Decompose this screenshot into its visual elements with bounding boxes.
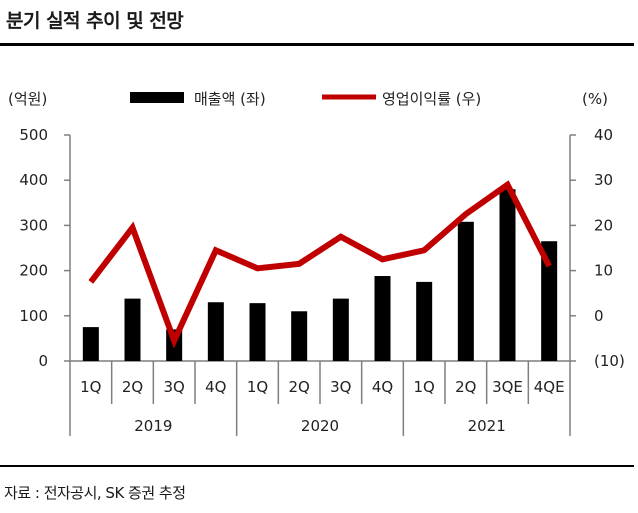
- category-label: 3Q: [163, 378, 184, 396]
- legend-bar-label: 매출액 (좌): [194, 90, 266, 108]
- bottom-rule: [0, 465, 634, 467]
- bar-sales: [291, 311, 308, 361]
- bar-sales: [499, 189, 516, 361]
- top-rule: [0, 43, 634, 46]
- bar-sales: [374, 276, 391, 361]
- right-tick-label: 40: [594, 126, 613, 144]
- bar-sales: [332, 298, 349, 361]
- left-tick-label: 500: [19, 126, 48, 144]
- legend-bar-swatch: [130, 92, 184, 103]
- margin-series-line: [88, 180, 552, 349]
- category-label: 2Q: [288, 378, 309, 396]
- left-tick-label: 200: [19, 262, 48, 280]
- chart-title: 분기 실적 추이 및 전망: [6, 10, 184, 32]
- left-tick-label: 300: [19, 216, 48, 234]
- category-label: 4Q: [372, 378, 393, 396]
- bar-sales: [457, 221, 474, 361]
- right-tick-label: 0: [594, 307, 604, 325]
- year-label: 2020: [301, 417, 339, 435]
- bar-sales: [541, 241, 558, 361]
- source-note: 자료 : 전자공시, SK 증권 추정: [4, 484, 186, 502]
- right-tick-label: 30: [594, 171, 613, 189]
- legend-line-label: 영업이익률 (우): [382, 90, 481, 108]
- category-label: 4QE: [534, 378, 565, 396]
- category-label: 3Q: [330, 378, 351, 396]
- right-tick-label: 20: [594, 216, 613, 234]
- year-label: 2019: [134, 417, 172, 435]
- bar-sales: [124, 298, 141, 361]
- bar-sales: [82, 327, 99, 361]
- left-tick-label: 400: [19, 171, 48, 189]
- bar-sales: [207, 302, 224, 361]
- year-label: 2021: [468, 417, 506, 435]
- category-label: 3QE: [492, 378, 523, 396]
- margin-line: [88, 180, 552, 349]
- category-label: 1Q: [247, 378, 268, 396]
- left-tick-label: 100: [19, 307, 48, 325]
- left-tick-label: 0: [38, 352, 48, 370]
- axes: [64, 134, 576, 436]
- right-tick-label: (10): [594, 352, 625, 370]
- left-unit-label: (억원): [8, 90, 47, 108]
- right-unit-label: (%): [582, 90, 608, 108]
- category-label: 2Q: [122, 378, 143, 396]
- category-label: 1Q: [413, 378, 434, 396]
- category-label: 2Q: [455, 378, 476, 396]
- category-label: 1Q: [80, 378, 101, 396]
- bar-sales: [249, 303, 266, 361]
- category-label: 4Q: [205, 378, 226, 396]
- right-tick-label: 10: [594, 262, 613, 280]
- tick-labels: 0 100 200 300 400 500 (10) 0 10 20 30 40 1Q 2Q 3Q 4Q 1Q 2…: [19, 126, 624, 435]
- bar-sales: [416, 281, 433, 361]
- chart-area: (억원) (%) 매출액 (좌) 영업이익률 (우) 0100200300400…: [8, 90, 625, 436]
- bars: [82, 189, 558, 361]
